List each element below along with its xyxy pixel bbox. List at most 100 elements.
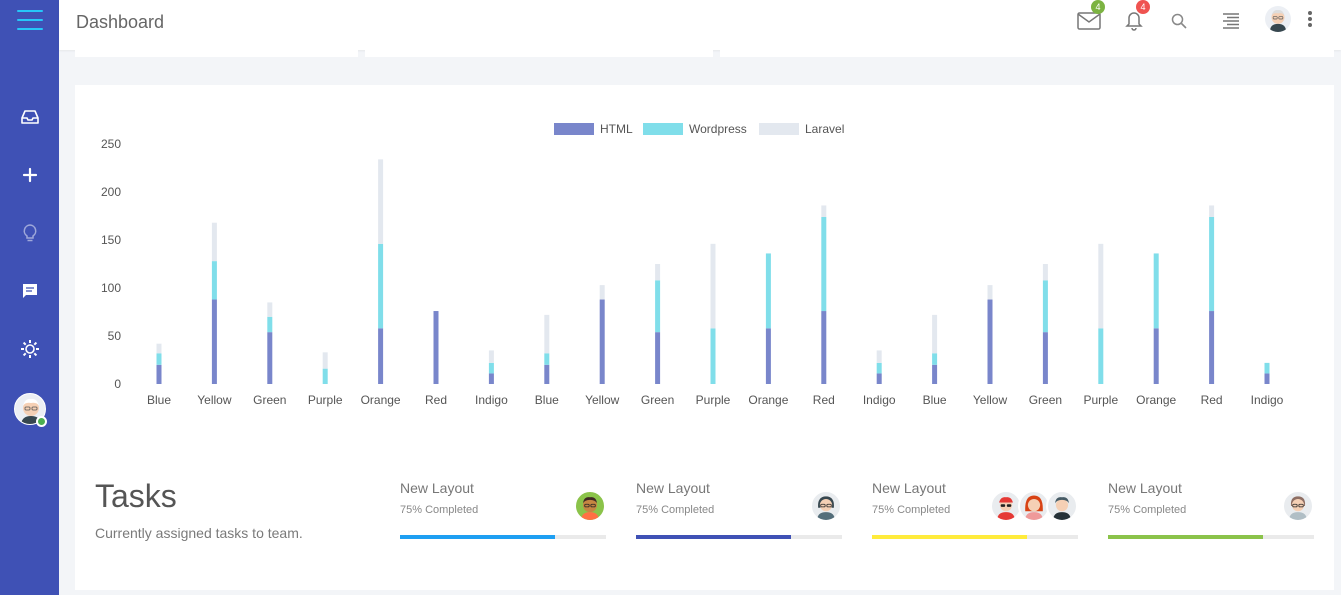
mail-icon[interactable]	[1076, 8, 1102, 34]
bar-segment[interactable]	[378, 328, 384, 384]
bar-segment[interactable]	[987, 285, 993, 300]
profile-avatar[interactable]	[1265, 6, 1291, 32]
legend-item-laravel[interactable]: Laravel	[759, 121, 844, 137]
lightbulb-icon[interactable]	[18, 221, 42, 245]
task-progress-bar	[1108, 535, 1314, 539]
more-options-icon[interactable]	[1306, 10, 1314, 30]
bar-segment[interactable]	[322, 352, 328, 369]
tasks-subtitle: Currently assigned tasks to team.	[95, 525, 303, 541]
bar-segment[interactable]	[599, 285, 605, 300]
task-card[interactable]: New Layout 75% Completed	[636, 478, 842, 542]
legend-item-html[interactable]: HTML	[554, 121, 633, 137]
avatar-woman[interactable]	[810, 490, 842, 522]
bar-segment[interactable]	[378, 159, 384, 244]
chart-legend: HTML Wordpress Laravel	[0, 121, 1341, 137]
bar-segment[interactable]	[488, 362, 494, 374]
bar-segment[interactable]	[1153, 328, 1159, 384]
menu-toggle-icon[interactable]	[17, 10, 43, 34]
bar-segment[interactable]	[1209, 311, 1215, 384]
task-progress-bar	[636, 535, 842, 539]
avatar-man-dark[interactable]	[1046, 490, 1078, 522]
task-card[interactable]: New Layout 75% Completed	[400, 478, 606, 542]
bar-segment[interactable]	[655, 332, 661, 384]
bar-segment[interactable]	[433, 311, 439, 384]
avatar-woman-2[interactable]	[1282, 490, 1314, 522]
bar-segment[interactable]	[1209, 205, 1215, 217]
bar-segment[interactable]	[932, 314, 938, 354]
x-tick-label: Orange	[748, 393, 788, 407]
bar-segment[interactable]	[1153, 253, 1159, 329]
bar-segment[interactable]	[932, 353, 938, 365]
inbox-icon[interactable]	[18, 105, 42, 129]
bar-segment[interactable]	[765, 328, 771, 384]
avatar-woman-red[interactable]	[1018, 490, 1050, 522]
y-tick-label: 0	[114, 377, 121, 391]
x-tick-label: Yellow	[585, 393, 620, 407]
right-sidebar-toggle-icon[interactable]	[1218, 8, 1244, 34]
bar-segment[interactable]	[378, 243, 384, 329]
x-tick-label: Indigo	[863, 393, 896, 407]
bar-segment[interactable]	[1042, 332, 1048, 384]
bar-segment[interactable]	[156, 353, 162, 365]
bar-segment[interactable]	[544, 314, 550, 354]
bar-segment[interactable]	[156, 343, 162, 354]
legend-item-wordpress[interactable]: Wordpress	[643, 121, 747, 137]
task-card[interactable]: New Layout 75% Completed	[1108, 478, 1314, 542]
bar-segment[interactable]	[267, 316, 273, 333]
legend-label: HTML	[600, 122, 633, 136]
bar-segment[interactable]	[267, 302, 273, 317]
bar-segment[interactable]	[544, 364, 550, 384]
bar-segment[interactable]	[1042, 264, 1048, 281]
bar-segment[interactable]	[488, 350, 494, 363]
task-name: New Layout	[1108, 480, 1182, 496]
bar-segment[interactable]	[876, 373, 882, 384]
bar-segment[interactable]	[987, 299, 993, 384]
search-icon[interactable]	[1166, 8, 1192, 34]
bar-segment[interactable]	[1098, 243, 1104, 329]
bar-segment[interactable]	[710, 243, 716, 329]
task-progress-fill	[636, 535, 791, 539]
bar-segment[interactable]	[1209, 216, 1215, 312]
y-tick-label: 100	[101, 281, 121, 295]
legend-swatch	[643, 123, 683, 135]
bar-segment[interactable]	[821, 311, 827, 384]
bar-segment[interactable]	[322, 368, 328, 384]
bar-segment[interactable]	[156, 364, 162, 384]
bar-segment[interactable]	[211, 299, 217, 384]
plus-icon[interactable]	[18, 163, 42, 187]
bar-segment[interactable]	[599, 299, 605, 384]
x-tick-label: Red	[425, 393, 447, 407]
stacked-bar-chart: 0 50 100 150 200 250 Blue Yellow Green Purple Oran…	[101, 137, 1284, 407]
bar-segment[interactable]	[655, 264, 661, 281]
message-icon[interactable]	[18, 279, 42, 303]
bar-segment[interactable]	[876, 350, 882, 363]
task-progress-fill	[400, 535, 555, 539]
bell-icon[interactable]	[1121, 8, 1147, 34]
header-strip	[365, 50, 713, 57]
bar-segment[interactable]	[876, 362, 882, 374]
bar-segment[interactable]	[1042, 280, 1048, 333]
bar-segment[interactable]	[211, 261, 217, 300]
task-progress-text: 75% Completed	[872, 504, 951, 516]
bar-segment[interactable]	[211, 222, 217, 262]
bar-segment[interactable]	[488, 373, 494, 384]
bar-segment[interactable]	[821, 216, 827, 312]
bar-segment[interactable]	[1098, 328, 1104, 384]
task-name: New Layout	[872, 480, 946, 496]
bar-segment[interactable]	[655, 280, 661, 333]
bar-segment[interactable]	[1264, 373, 1270, 384]
bar-segment[interactable]	[710, 328, 716, 384]
y-tick-label: 250	[101, 137, 121, 151]
avatar-man-glasses[interactable]	[574, 490, 606, 522]
bar-segment[interactable]	[267, 332, 273, 384]
topbar: Dashboard 4 4	[59, 0, 1341, 50]
task-card[interactable]: New Layout 75% Completed	[872, 478, 1078, 542]
bar-segment[interactable]	[932, 364, 938, 384]
bar-segment[interactable]	[544, 353, 550, 365]
avatar-man-red[interactable]	[990, 490, 1022, 522]
settings-icon[interactable]	[18, 337, 42, 361]
bar-segment[interactable]	[821, 205, 827, 217]
x-tick-label: Purple	[696, 393, 731, 407]
bar-segment[interactable]	[1264, 362, 1270, 374]
bar-segment[interactable]	[765, 253, 771, 329]
